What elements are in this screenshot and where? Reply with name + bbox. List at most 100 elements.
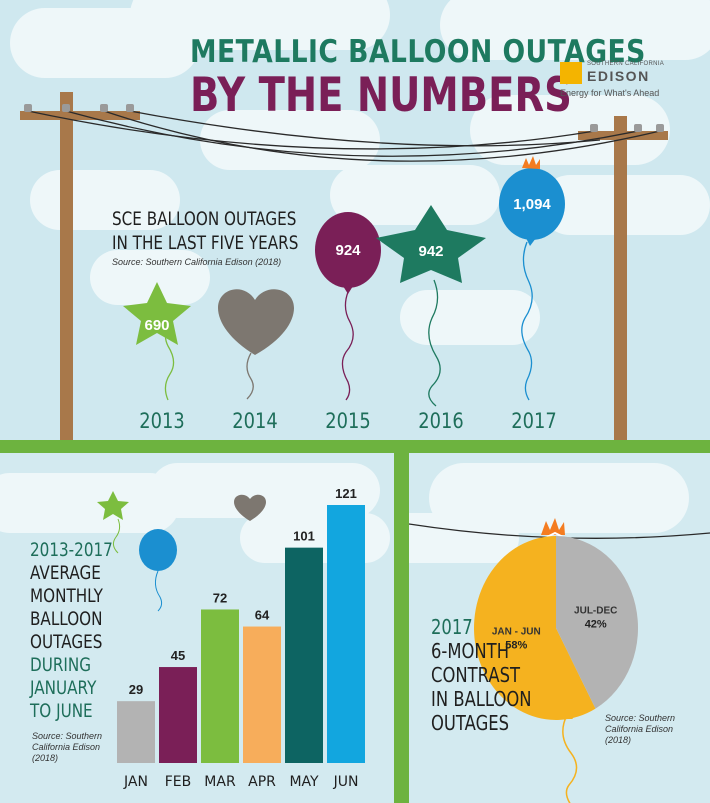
section3-source-line1: Source: Southern (605, 713, 676, 723)
section3-line3: CONTRAST (431, 663, 521, 687)
section2-line3: MONTHLY (30, 585, 103, 607)
section3-source-line2: California Edison (605, 724, 674, 734)
bar-mar (201, 609, 239, 763)
monthly-panel: 2013-2017 AVERAGE MONTHLY BALLOON OUTAGE… (0, 453, 394, 803)
month-label-jan: JAN (123, 774, 148, 790)
bar-value-mar: 72 (213, 590, 227, 605)
section3-line2: 6-MONTH (431, 639, 510, 663)
section3-line5: OUTAGES (431, 711, 510, 735)
month-label-may: MAY (289, 774, 319, 790)
year-label-2014: 2014 (232, 409, 278, 433)
bar-may (285, 547, 323, 763)
spark-icon (522, 156, 540, 169)
section2-line6: DURING (30, 654, 92, 676)
cloud (409, 513, 519, 563)
cloud (400, 290, 540, 345)
year-label-2015: 2015 (325, 409, 371, 433)
balloon-2013: 690 (123, 282, 191, 401)
balloon-value-2013: 690 (144, 317, 169, 334)
section3-line4: IN BALLOON (431, 687, 532, 711)
cloud (130, 0, 390, 50)
logo-small-text: SOUTHERN CALIFORNIA (587, 61, 665, 67)
heart-balloon-icon (234, 494, 266, 521)
round-balloon-icon (315, 212, 381, 288)
spark-icon (541, 518, 565, 535)
balloon-value-2015: 924 (335, 242, 361, 259)
pie-label-0: JAN - JUN (492, 626, 541, 637)
section2-source-line2: California Edison (32, 742, 101, 752)
contrast-panel: JAN - JUN 58% JUL-DEC 42% 2017 6-MONTH CONT… (409, 453, 710, 803)
year-label-2017: 2017 (511, 409, 557, 433)
star-balloon-icon (376, 205, 486, 283)
month-label-feb: FEB (165, 774, 192, 790)
section1-heading: SCE BALLOON OUTAGES IN THE LAST FIVE YEA… (112, 207, 298, 255)
round-balloon-icon (139, 529, 177, 571)
round-balloon-icon (499, 168, 565, 240)
bar-jun (327, 505, 365, 763)
section2-line4: BALLOON (30, 608, 103, 630)
star-balloon-icon (97, 491, 129, 520)
section2-source-line1: Source: Southern (32, 731, 103, 741)
pole-crossarm-left (20, 111, 140, 120)
section2-heading: 2013-2017 AVERAGE MONTHLY BALLOON OUTAGE… (30, 539, 113, 723)
bar-value-may: 101 (293, 529, 315, 544)
section2-source-line3: (2018) (32, 753, 59, 763)
pie-slice-1 (556, 536, 638, 709)
divider-horizontal (0, 440, 710, 453)
section2-line1: 2013-2017 (30, 539, 113, 561)
month-label-mar: MAR (204, 774, 236, 790)
balloon-chart: 690 924 942 1,094 (123, 156, 565, 407)
month-label-apr: APR (248, 774, 276, 790)
bar-value-jan: 29 (129, 682, 143, 697)
section2-line7: JANUARY (30, 677, 97, 699)
pie-label-1: JUL-DEC (574, 606, 617, 617)
bar-apr (243, 626, 281, 763)
year-label-2016: 2016 (418, 409, 464, 433)
section3-line1: 2017 (431, 615, 473, 639)
bar-value-apr: 64 (255, 608, 270, 623)
section3-source-line3: (2018) (605, 735, 632, 745)
pie-balloon-chart: JAN - JUN 58% JUL-DEC 42% (473, 536, 638, 803)
title-line-2: BY THE NUMBERS (190, 68, 572, 123)
pie-value-0: 58% (505, 639, 527, 651)
top-panel: METALLIC BALLOON OUTAGES BY THE NUMBERS … (10, 0, 710, 448)
balloon-value-2016: 942 (418, 243, 443, 260)
balloon-2017: 1,094 (499, 156, 565, 401)
decor-balloons (97, 491, 266, 612)
sun-logo-icon (560, 62, 582, 84)
section2-line5: OUTAGES (30, 631, 103, 653)
pie-value-1: 42% (585, 619, 607, 631)
section2-source: Source: Southern California Edison (2018… (32, 731, 122, 764)
balloon-2016: 942 (376, 205, 486, 407)
power-lines (20, 92, 668, 448)
cloud (440, 0, 710, 60)
balloon-2014 (218, 289, 294, 400)
cloud (90, 250, 210, 305)
monthly-bar-chart: 29 JAN 45 FEB 72 MAR 64 APR 101 MAY 121 JUN (117, 486, 365, 790)
bar-value-feb: 45 (171, 648, 185, 663)
section2-line8: TO JUNE (30, 700, 93, 722)
cloud (30, 170, 180, 230)
edison-logo: SOUTHERN CALIFORNIA EDISON Energy for Wh… (560, 58, 670, 104)
balloon-2015: 924 (315, 212, 381, 401)
cloud (200, 110, 380, 170)
balloon-value-2017: 1,094 (513, 196, 551, 213)
pole-crossarm-right (578, 131, 668, 140)
logo-name: EDISON (587, 68, 650, 84)
divider-vertical (394, 440, 409, 803)
section2-line2: AVERAGE (30, 562, 101, 584)
logo-tagline: Energy for What's Ahead (560, 88, 660, 98)
utility-pole-left (60, 92, 73, 448)
year-label-2013: 2013 (139, 409, 185, 433)
bar-feb (159, 667, 197, 763)
star-balloon-icon (123, 282, 191, 345)
bar-jan (117, 701, 155, 763)
balloon-string (562, 714, 578, 803)
heart-balloon-icon (218, 289, 294, 355)
section1-heading-line1: SCE BALLOON OUTAGES (112, 208, 297, 230)
section1-source: Source: Southern California Edison (2018… (112, 257, 282, 267)
section3-source: Source: Southern California Edison (2018… (605, 713, 695, 746)
pie-slice-0 (473, 536, 596, 720)
month-label-jun: JUN (333, 774, 359, 790)
bar-value-jun: 121 (335, 486, 357, 501)
